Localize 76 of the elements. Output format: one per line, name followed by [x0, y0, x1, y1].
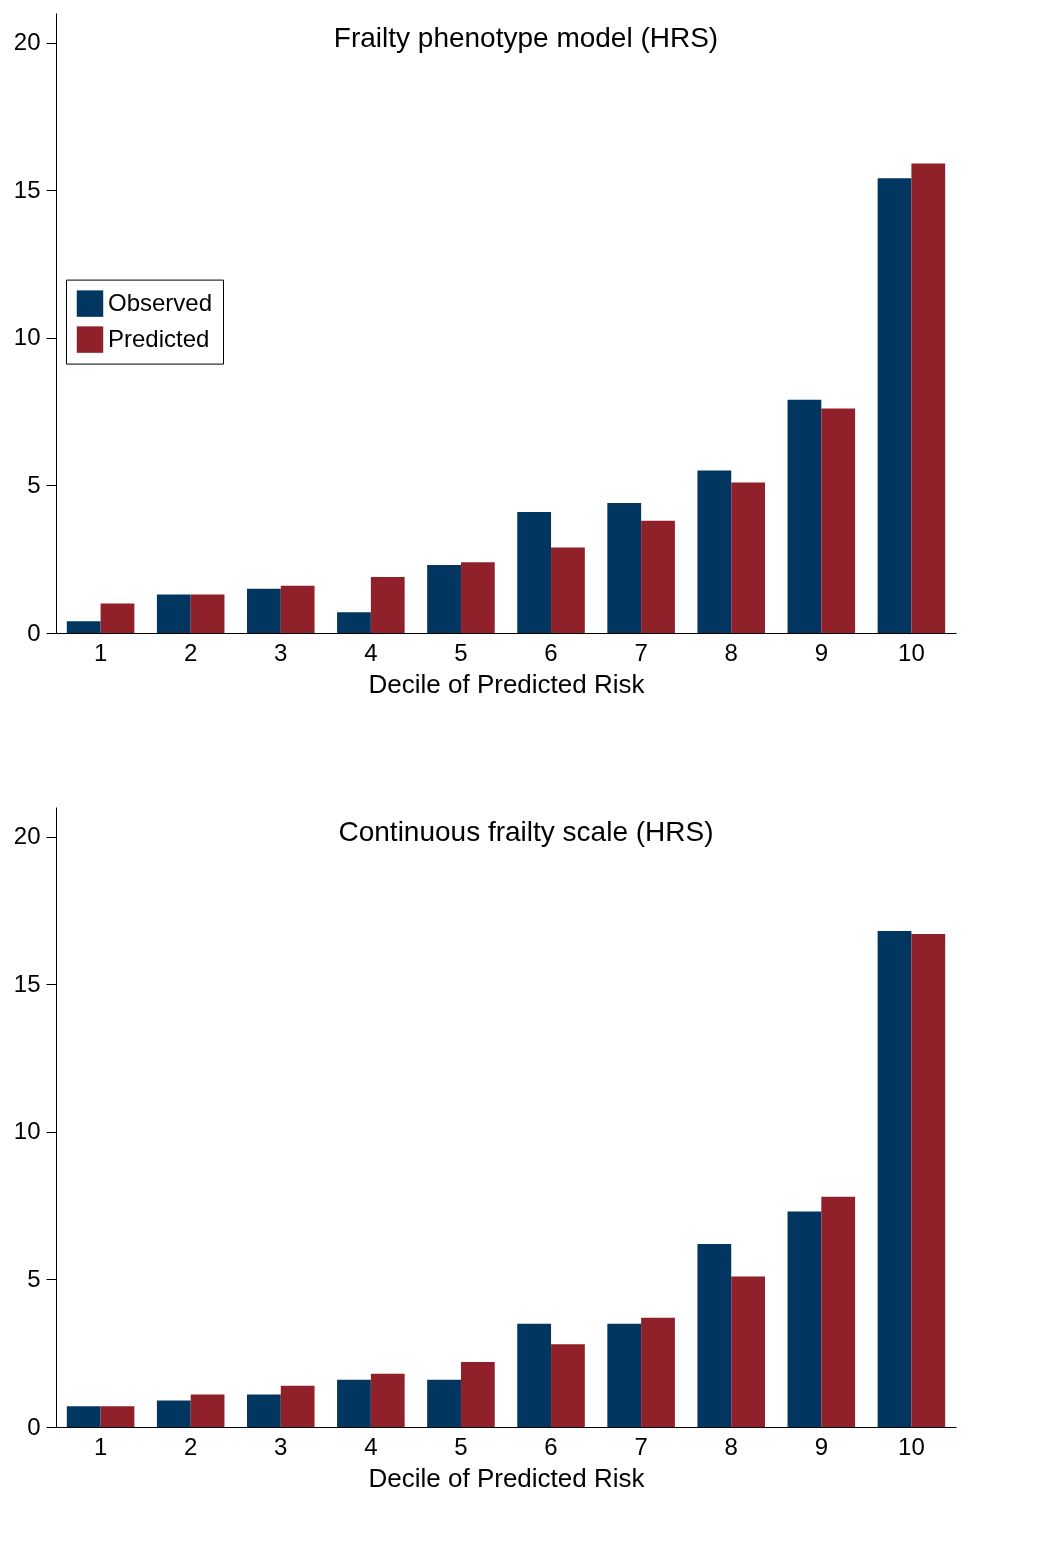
- bar: [731, 482, 766, 633]
- y-tick-label: 15: [13, 175, 41, 203]
- x-tick-label: 2: [184, 638, 198, 666]
- bar: [607, 1323, 642, 1427]
- x-tick-label: 7: [634, 1432, 648, 1460]
- bar: [641, 1317, 675, 1427]
- bar: [821, 408, 856, 633]
- bar: [460, 1362, 495, 1427]
- bar: [246, 1394, 281, 1427]
- bar: [337, 612, 371, 633]
- y-tick-label: 5: [27, 1264, 41, 1292]
- bar: [697, 1243, 732, 1427]
- x-tick-label: 10: [898, 1432, 925, 1460]
- y-tick-label: 0: [27, 618, 41, 646]
- bar: [607, 503, 642, 633]
- bar: [427, 1379, 461, 1427]
- bar: [821, 1196, 856, 1427]
- x-tick-label: 5: [454, 1432, 468, 1460]
- chart-title: Frailty phenotype model (HRS): [333, 22, 719, 53]
- y-tick-label: 10: [13, 1117, 41, 1145]
- x-tick-label: 6: [544, 638, 558, 666]
- x-tick-label: 3: [274, 638, 288, 666]
- x-tick-label: 7: [634, 638, 648, 666]
- y-tick-label: 15: [13, 969, 41, 997]
- bar: [697, 470, 732, 633]
- bar: [66, 1406, 101, 1427]
- x-tick-label: 3: [274, 1432, 288, 1460]
- bar: [517, 1323, 552, 1427]
- bar: [190, 594, 225, 633]
- bar: [280, 585, 315, 633]
- bar: [156, 594, 191, 633]
- x-axis-title: Decile of Predicted Risk: [368, 1462, 646, 1493]
- bar: [337, 1379, 371, 1427]
- legend-label: Observed: [108, 288, 213, 316]
- y-tick-label: 20: [13, 822, 41, 850]
- bar: [877, 178, 912, 633]
- bar: [246, 588, 281, 633]
- x-tick-label: 4: [364, 1432, 378, 1460]
- x-tick-label: 6: [544, 1432, 558, 1460]
- bar: [280, 1385, 315, 1427]
- bar: [877, 931, 912, 1427]
- y-tick-label: 10: [13, 323, 41, 351]
- bar: [100, 603, 135, 633]
- bar: [100, 1406, 135, 1427]
- bar: [551, 547, 585, 633]
- x-tick-label: 4: [364, 638, 378, 666]
- bar: [370, 576, 405, 633]
- x-tick-label: 1: [93, 1432, 108, 1460]
- bar: [460, 562, 495, 633]
- bar: [911, 933, 946, 1427]
- x-tick-label: 1: [93, 638, 108, 666]
- y-tick-label: 0: [27, 1412, 41, 1440]
- x-tick-label: 5: [454, 638, 468, 666]
- bar: [731, 1276, 766, 1427]
- x-axis-title: Decile of Predicted Risk: [368, 668, 646, 699]
- chart-title: Continuous frailty scale (HRS): [338, 816, 714, 847]
- x-tick-label: 8: [724, 1432, 738, 1460]
- bar: [190, 1394, 225, 1427]
- x-tick-label: 9: [814, 638, 828, 666]
- y-tick-label: 20: [13, 28, 41, 56]
- bar: [66, 621, 101, 633]
- bar: [787, 1211, 822, 1427]
- bar: [427, 565, 461, 633]
- bar: [911, 163, 946, 633]
- x-tick-label: 10: [898, 638, 925, 666]
- bar: [370, 1373, 405, 1427]
- x-tick-label: 8: [724, 638, 738, 666]
- bar: [787, 399, 822, 633]
- x-tick-label: 2: [184, 1432, 198, 1460]
- x-tick-label: 9: [814, 1432, 828, 1460]
- bar: [156, 1400, 191, 1427]
- legend-label: Predicted: [108, 324, 210, 352]
- bar: [517, 511, 552, 633]
- y-tick-label: 5: [27, 470, 41, 498]
- bar: [551, 1344, 585, 1427]
- bar: [641, 520, 675, 633]
